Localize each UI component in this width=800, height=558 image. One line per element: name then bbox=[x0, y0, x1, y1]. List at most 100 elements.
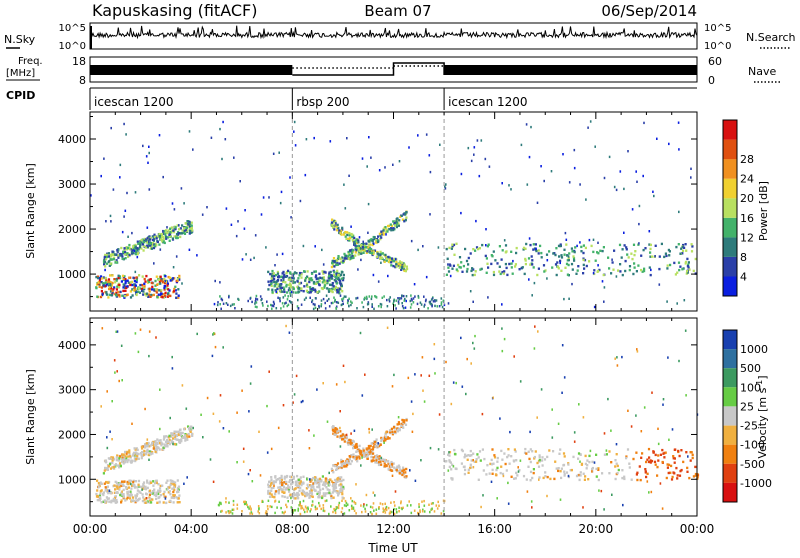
power-pixel bbox=[648, 243, 651, 246]
power-pixel bbox=[371, 305, 373, 308]
velocity-pixel bbox=[332, 471, 335, 474]
power-pixel bbox=[683, 246, 686, 249]
velocity-pixel bbox=[610, 429, 612, 432]
power-pixel bbox=[335, 272, 338, 276]
power-pixel bbox=[340, 233, 343, 236]
power-pixel bbox=[425, 275, 428, 279]
velocity-pixel bbox=[159, 493, 162, 497]
power-pixel bbox=[666, 264, 669, 267]
power-pixel bbox=[515, 251, 518, 255]
power-pixel bbox=[276, 272, 280, 275]
power-pixel bbox=[116, 285, 119, 288]
power-pixel bbox=[277, 278, 280, 282]
power-pixel bbox=[100, 289, 103, 293]
velocity-pixel bbox=[264, 512, 267, 515]
power-pixel bbox=[678, 210, 680, 214]
velocity-pixel bbox=[490, 480, 493, 483]
velocity-pixel bbox=[109, 467, 113, 470]
power-pixel bbox=[361, 157, 364, 160]
velocity-pixel bbox=[172, 442, 174, 446]
velocity-pixel bbox=[158, 448, 161, 451]
velocity-pixel bbox=[231, 508, 234, 511]
power-pixel bbox=[677, 261, 681, 264]
power-pixel bbox=[625, 246, 628, 249]
velocity-pixel bbox=[277, 486, 280, 489]
power-pixel bbox=[300, 276, 303, 279]
power-pixel bbox=[144, 239, 147, 242]
power-pixel bbox=[334, 275, 337, 278]
velocity-pixel bbox=[359, 452, 362, 456]
power-pixel bbox=[325, 294, 328, 297]
velocity-pixel bbox=[123, 480, 126, 483]
velocity-pixel bbox=[339, 445, 342, 448]
power-pixel bbox=[362, 247, 365, 250]
power-pixel bbox=[375, 296, 378, 299]
power-pixel bbox=[108, 284, 111, 287]
velocity-pixel bbox=[475, 460, 478, 463]
power-pixel bbox=[186, 220, 189, 223]
power-pixel bbox=[279, 286, 282, 290]
power-pixel bbox=[372, 273, 375, 277]
velocity-pixel bbox=[136, 448, 139, 452]
power-pixel bbox=[164, 229, 167, 232]
velocity-pixel bbox=[393, 501, 395, 504]
power-pixel bbox=[390, 264, 393, 267]
velocity-pixel bbox=[180, 439, 183, 443]
velocity-pixel bbox=[342, 460, 345, 463]
power-pixel bbox=[673, 261, 676, 265]
velocity-pixel bbox=[303, 510, 306, 514]
power-pixel bbox=[372, 242, 375, 245]
power-pixel bbox=[314, 306, 317, 310]
power-colorbar-cell bbox=[723, 237, 737, 257]
velocity-pixel bbox=[146, 450, 150, 453]
velocity-pixel bbox=[176, 490, 179, 494]
power-pixel bbox=[623, 231, 625, 234]
power-pixel bbox=[309, 296, 311, 299]
power-pixel bbox=[95, 286, 98, 289]
power-pixel bbox=[563, 248, 566, 251]
velocity-pixel bbox=[531, 450, 534, 453]
power-pixel bbox=[486, 262, 489, 265]
velocity-pixel bbox=[561, 391, 563, 394]
velocity-pixel bbox=[331, 428, 334, 431]
velocity-pixel bbox=[124, 459, 128, 462]
velocity-pixel bbox=[109, 457, 112, 460]
velocity-pixel bbox=[379, 443, 382, 446]
velocity-pixel bbox=[371, 442, 375, 445]
velocity-pixel bbox=[174, 433, 177, 437]
velocity-pixel bbox=[278, 477, 281, 480]
velocity-pixel bbox=[341, 492, 344, 496]
velocity-pixel bbox=[375, 508, 378, 511]
velocity-pixel bbox=[408, 500, 410, 503]
cpid-label: CPID bbox=[6, 89, 35, 102]
velocity-pixel bbox=[161, 484, 164, 487]
velocity-pixel bbox=[381, 503, 384, 506]
velocity-pixel bbox=[580, 462, 584, 466]
power-pixel bbox=[566, 273, 569, 276]
power-pixel bbox=[332, 285, 335, 288]
power-pixel bbox=[382, 233, 385, 236]
power-pixel bbox=[133, 285, 136, 289]
power-pixel bbox=[580, 250, 583, 253]
power-pixel bbox=[331, 282, 334, 285]
velocity-pixel bbox=[332, 487, 335, 490]
power-pixel bbox=[188, 220, 191, 224]
power-pixel bbox=[403, 263, 406, 266]
power-pixel bbox=[279, 299, 281, 303]
velocity-pixel bbox=[385, 431, 387, 434]
velocity-pixel bbox=[200, 413, 202, 416]
velocity-pixel bbox=[352, 446, 355, 450]
velocity-pixel bbox=[122, 462, 125, 465]
power-pixel bbox=[377, 280, 380, 283]
velocity-pixel bbox=[560, 467, 563, 470]
power-pixel bbox=[123, 275, 126, 278]
velocity-pixel bbox=[691, 456, 694, 460]
power-pixel bbox=[357, 253, 360, 256]
power-pixel bbox=[278, 151, 280, 154]
velocity-pixel bbox=[464, 453, 467, 456]
velocity-pixel bbox=[292, 511, 294, 514]
power-pixel bbox=[393, 224, 397, 227]
power-pixel bbox=[447, 302, 450, 305]
power-pixel bbox=[220, 307, 222, 310]
velocity-pixel bbox=[335, 479, 338, 482]
